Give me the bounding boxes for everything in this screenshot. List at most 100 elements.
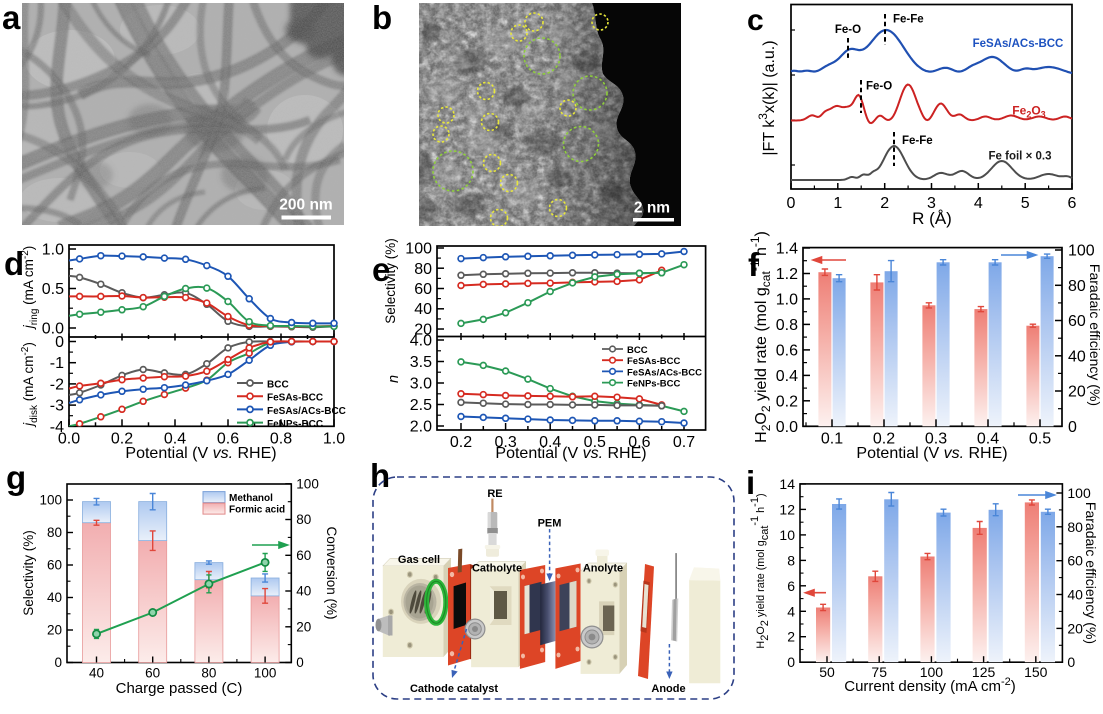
svg-text:40: 40 (47, 590, 62, 605)
svg-text:2.0: 2.0 (410, 419, 432, 436)
svg-text:Catholyte: Catholyte (472, 563, 522, 575)
svg-text:12: 12 (779, 501, 795, 517)
svg-text:FeNPs-BCC: FeNPs-BCC (627, 379, 680, 390)
svg-text:0.4: 0.4 (539, 434, 561, 451)
svg-text:0.0: 0.0 (42, 321, 64, 338)
svg-text:0.1: 0.1 (821, 430, 843, 447)
svg-text:b: b (372, 0, 392, 36)
svg-text:20: 20 (1068, 384, 1086, 401)
svg-text:40: 40 (1067, 587, 1083, 603)
svg-text:a: a (2, 0, 21, 36)
svg-text:PEM: PEM (538, 518, 562, 530)
svg-text:0: 0 (1068, 419, 1077, 436)
svg-text:40: 40 (296, 584, 311, 599)
svg-text:FeNPs-BCC: FeNPs-BCC (267, 419, 323, 430)
svg-text:0: 0 (55, 334, 64, 351)
svg-text:Potential (V vs. RHE): Potential (V vs. RHE) (125, 445, 276, 462)
svg-text:FeSAs/ACs-BCC: FeSAs/ACs-BCC (267, 406, 346, 417)
svg-text:Formic acid: Formic acid (229, 505, 285, 516)
svg-text:0: 0 (296, 655, 304, 670)
svg-text:80: 80 (1068, 278, 1086, 295)
svg-text:1.0: 1.0 (42, 242, 64, 259)
svg-text:80: 80 (47, 525, 62, 540)
svg-text:0.6: 0.6 (628, 434, 650, 451)
svg-text:0: 0 (787, 654, 795, 670)
svg-text:Fe-Fe: Fe-Fe (902, 135, 933, 147)
svg-text:RE: RE (487, 488, 502, 500)
svg-text:Methanol: Methanol (229, 493, 273, 504)
svg-text:100: 100 (254, 666, 277, 681)
svg-text:1.4: 1.4 (776, 241, 798, 258)
svg-text:0.0: 0.0 (776, 419, 798, 436)
svg-text:R (Å): R (Å) (912, 209, 952, 228)
svg-text:60: 60 (414, 281, 432, 298)
svg-text:f: f (748, 246, 760, 283)
svg-text:100: 100 (1067, 485, 1091, 501)
svg-text:60: 60 (145, 666, 160, 681)
svg-text:0: 0 (1067, 654, 1075, 670)
svg-text:10: 10 (779, 527, 795, 543)
svg-text:d: d (4, 245, 24, 282)
svg-text:BCC: BCC (267, 380, 289, 391)
svg-text:2: 2 (880, 195, 889, 212)
svg-text:100: 100 (920, 664, 944, 680)
svg-text:6: 6 (1068, 195, 1077, 212)
svg-text:150: 150 (1024, 664, 1048, 680)
svg-text:125: 125 (972, 664, 996, 680)
svg-text:40: 40 (414, 301, 432, 318)
svg-text:Fe-O: Fe-O (835, 24, 861, 36)
svg-text:20: 20 (296, 619, 311, 634)
svg-text:0.0: 0.0 (58, 430, 80, 447)
svg-text:jring (mA cm-2): jring (mA cm-2) (20, 246, 41, 331)
svg-text:h: h (370, 457, 390, 494)
svg-text:4: 4 (974, 195, 983, 212)
svg-text:FeSAs/ACs-BCC: FeSAs/ACs-BCC (973, 38, 1064, 50)
svg-text:e: e (372, 251, 390, 288)
svg-text:Current density (mA cm-2): Current density (mA cm-2) (844, 676, 1016, 695)
svg-text:0.6: 0.6 (217, 430, 239, 447)
svg-text:40: 40 (1068, 348, 1086, 365)
svg-text:Potential (V vs. RHE): Potential (V vs. RHE) (856, 445, 1007, 462)
svg-text:0.2: 0.2 (873, 430, 895, 447)
svg-text:80: 80 (1067, 519, 1083, 535)
svg-text:i: i (746, 464, 755, 501)
svg-text:0.7: 0.7 (673, 434, 695, 451)
svg-text:n: n (386, 375, 402, 383)
svg-text:1: 1 (833, 195, 842, 212)
svg-text:4: 4 (787, 603, 795, 619)
svg-text:Fe-O: Fe-O (866, 81, 892, 93)
svg-text:2.5: 2.5 (410, 397, 432, 414)
svg-text:0.2: 0.2 (111, 430, 133, 447)
svg-text:20: 20 (414, 322, 432, 339)
svg-text:20: 20 (47, 623, 62, 638)
svg-text:-3: -3 (50, 398, 64, 415)
svg-text:0.5: 0.5 (42, 281, 64, 298)
svg-text:FeSAs-BCC: FeSAs-BCC (627, 356, 680, 367)
svg-text:Anolyte: Anolyte (583, 563, 623, 575)
svg-text:Charge passed (C): Charge passed (C) (116, 680, 243, 697)
svg-text:5: 5 (1021, 195, 1030, 212)
svg-text:60: 60 (296, 548, 311, 563)
svg-text:Fe foil × 0.3: Fe foil × 0.3 (989, 151, 1052, 163)
svg-text:c: c (747, 4, 764, 37)
svg-text:0: 0 (54, 655, 62, 670)
svg-text:3.0: 3.0 (410, 376, 432, 393)
svg-text:Faradaic efficiency (%): Faradaic efficiency (%) (1083, 502, 1099, 644)
svg-text:100: 100 (405, 241, 432, 258)
svg-text:0.8: 0.8 (776, 317, 798, 334)
svg-text:2: 2 (787, 629, 795, 645)
svg-text:60: 60 (47, 558, 62, 573)
svg-text:14: 14 (779, 476, 795, 492)
svg-text:20: 20 (1067, 620, 1083, 636)
svg-text:0.6: 0.6 (776, 342, 798, 359)
svg-text:1.2: 1.2 (776, 266, 798, 283)
svg-text:0: 0 (787, 195, 796, 212)
svg-text:Selectivity (%): Selectivity (%) (383, 238, 398, 324)
svg-text:100: 100 (1068, 243, 1095, 260)
svg-text:0.2: 0.2 (450, 434, 472, 451)
svg-text:0.4: 0.4 (977, 430, 999, 447)
svg-text:6: 6 (787, 578, 795, 594)
svg-text:1.0: 1.0 (323, 430, 345, 447)
svg-text:0.5: 0.5 (584, 434, 606, 451)
svg-text:Potential (V vs. RHE): Potential (V vs. RHE) (495, 445, 646, 462)
